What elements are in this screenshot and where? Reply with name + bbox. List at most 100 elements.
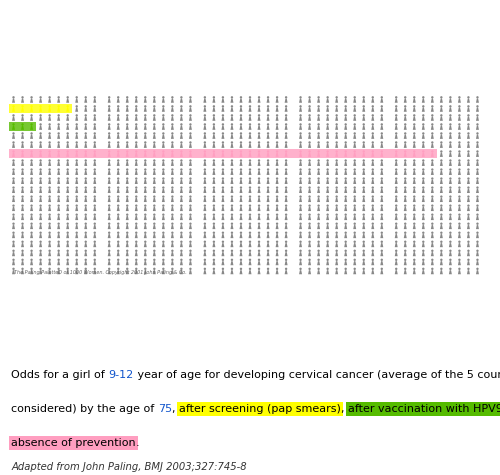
PathPatch shape <box>75 96 78 103</box>
PathPatch shape <box>230 177 234 184</box>
PathPatch shape <box>153 123 156 130</box>
PathPatch shape <box>204 186 206 193</box>
PathPatch shape <box>440 195 443 202</box>
PathPatch shape <box>39 114 42 121</box>
PathPatch shape <box>171 222 174 229</box>
PathPatch shape <box>284 168 288 175</box>
PathPatch shape <box>404 141 406 148</box>
PathPatch shape <box>144 249 147 256</box>
PathPatch shape <box>39 132 42 139</box>
PathPatch shape <box>48 267 51 274</box>
PathPatch shape <box>204 177 206 184</box>
PathPatch shape <box>431 258 434 265</box>
PathPatch shape <box>171 177 174 184</box>
PathPatch shape <box>153 258 156 265</box>
PathPatch shape <box>353 249 356 256</box>
PathPatch shape <box>153 231 156 238</box>
PathPatch shape <box>284 150 288 157</box>
PathPatch shape <box>422 105 425 112</box>
PathPatch shape <box>126 168 128 175</box>
PathPatch shape <box>75 114 78 121</box>
PathPatch shape <box>458 168 461 175</box>
PathPatch shape <box>266 204 270 211</box>
PathPatch shape <box>344 249 347 256</box>
PathPatch shape <box>57 186 60 193</box>
PathPatch shape <box>162 114 165 121</box>
PathPatch shape <box>94 114 96 121</box>
PathPatch shape <box>422 132 425 139</box>
PathPatch shape <box>413 105 416 112</box>
PathPatch shape <box>422 195 425 202</box>
PathPatch shape <box>135 177 138 184</box>
PathPatch shape <box>116 267 119 274</box>
PathPatch shape <box>222 159 224 166</box>
PathPatch shape <box>394 267 398 274</box>
PathPatch shape <box>344 258 347 265</box>
PathPatch shape <box>449 141 452 148</box>
PathPatch shape <box>240 249 242 256</box>
PathPatch shape <box>240 159 242 166</box>
PathPatch shape <box>248 132 252 139</box>
PathPatch shape <box>144 105 147 112</box>
PathPatch shape <box>126 141 128 148</box>
PathPatch shape <box>394 96 398 103</box>
PathPatch shape <box>353 186 356 193</box>
PathPatch shape <box>116 114 119 121</box>
PathPatch shape <box>230 240 234 247</box>
Text: Adapted from John Paling, BMJ 2003;327:745-8: Adapted from John Paling, BMJ 2003;327:7… <box>12 462 247 472</box>
PathPatch shape <box>308 96 311 103</box>
PathPatch shape <box>440 105 443 112</box>
PathPatch shape <box>413 168 416 175</box>
PathPatch shape <box>317 141 320 148</box>
PathPatch shape <box>30 186 33 193</box>
PathPatch shape <box>308 240 311 247</box>
PathPatch shape <box>467 159 470 166</box>
PathPatch shape <box>48 168 51 175</box>
PathPatch shape <box>162 204 165 211</box>
PathPatch shape <box>94 249 96 256</box>
PathPatch shape <box>135 249 138 256</box>
PathPatch shape <box>189 267 192 274</box>
PathPatch shape <box>326 231 329 238</box>
PathPatch shape <box>449 204 452 211</box>
PathPatch shape <box>326 195 329 202</box>
PathPatch shape <box>449 222 452 229</box>
PathPatch shape <box>413 240 416 247</box>
PathPatch shape <box>180 204 183 211</box>
PathPatch shape <box>30 96 33 103</box>
Text: year of age for developing cervical cancer (average of the 5 countries: year of age for developing cervical canc… <box>134 370 500 380</box>
PathPatch shape <box>204 222 206 229</box>
PathPatch shape <box>212 213 216 220</box>
PathPatch shape <box>180 150 183 157</box>
PathPatch shape <box>144 195 147 202</box>
PathPatch shape <box>48 249 51 256</box>
PathPatch shape <box>404 168 406 175</box>
PathPatch shape <box>12 159 15 166</box>
PathPatch shape <box>116 105 119 112</box>
PathPatch shape <box>180 258 183 265</box>
PathPatch shape <box>276 204 278 211</box>
Text: considered) by the age of: considered) by the age of <box>12 404 158 414</box>
PathPatch shape <box>458 186 461 193</box>
PathPatch shape <box>422 141 425 148</box>
PathPatch shape <box>476 150 479 157</box>
PathPatch shape <box>458 213 461 220</box>
PathPatch shape <box>317 249 320 256</box>
PathPatch shape <box>240 267 242 274</box>
PathPatch shape <box>404 123 406 130</box>
PathPatch shape <box>153 249 156 256</box>
PathPatch shape <box>476 249 479 256</box>
PathPatch shape <box>66 132 69 139</box>
PathPatch shape <box>335 222 338 229</box>
PathPatch shape <box>66 168 69 175</box>
PathPatch shape <box>48 96 51 103</box>
PathPatch shape <box>180 168 183 175</box>
Text: 9-12: 9-12 <box>108 370 134 380</box>
PathPatch shape <box>94 222 96 229</box>
PathPatch shape <box>162 249 165 256</box>
PathPatch shape <box>222 267 224 274</box>
PathPatch shape <box>204 150 206 157</box>
PathPatch shape <box>135 132 138 139</box>
PathPatch shape <box>66 195 69 202</box>
PathPatch shape <box>335 231 338 238</box>
